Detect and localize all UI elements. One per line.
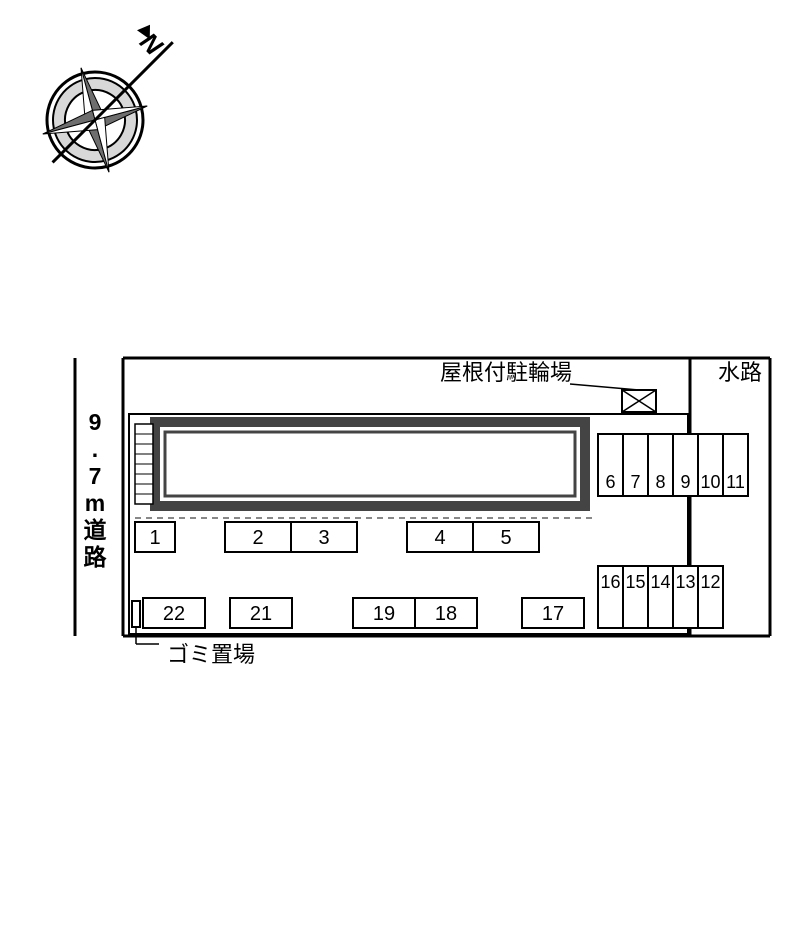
svg-text:9: 9	[680, 472, 690, 492]
svg-text:5: 5	[500, 527, 511, 549]
svg-text:水路: 水路	[718, 360, 762, 385]
svg-text:22: 22	[163, 603, 185, 625]
svg-text:1: 1	[149, 527, 160, 549]
svg-text:3: 3	[318, 527, 329, 549]
svg-text:18: 18	[435, 603, 457, 625]
svg-text:路: 路	[84, 544, 108, 570]
svg-text:m: m	[85, 490, 105, 516]
svg-text:11: 11	[726, 472, 745, 492]
svg-text:8: 8	[655, 472, 665, 492]
site-plan: N9.7m道路水路屋根付駐輪場1234567891011161514131222…	[0, 0, 800, 940]
svg-text:13: 13	[675, 572, 695, 592]
svg-text:10: 10	[700, 472, 720, 492]
svg-text:9: 9	[89, 409, 102, 435]
svg-text:12: 12	[700, 572, 720, 592]
svg-text:.: .	[92, 436, 98, 462]
svg-text:19: 19	[373, 603, 395, 625]
svg-text:16: 16	[600, 572, 620, 592]
svg-text:4: 4	[434, 527, 445, 549]
svg-text:2: 2	[252, 527, 263, 549]
svg-text:ゴミ置場: ゴミ置場	[167, 642, 255, 667]
svg-text:21: 21	[250, 603, 272, 625]
svg-text:15: 15	[625, 572, 645, 592]
svg-text:14: 14	[650, 572, 670, 592]
svg-text:6: 6	[605, 472, 615, 492]
svg-text:7: 7	[630, 472, 640, 492]
svg-text:7: 7	[89, 463, 102, 489]
svg-text:屋根付駐輪場: 屋根付駐輪場	[440, 360, 572, 385]
svg-text:17: 17	[542, 603, 564, 625]
svg-text:道: 道	[84, 517, 107, 543]
